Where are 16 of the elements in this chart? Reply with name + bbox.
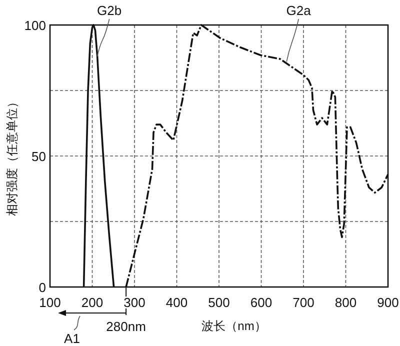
x-axis-title: 波长（nm） (202, 319, 266, 333)
x-tick-label: 500 (208, 295, 230, 310)
annotation: G2b (97, 3, 122, 18)
text: A1 (64, 331, 80, 346)
x-tick-label: 400 (166, 295, 188, 310)
annotation: 280nm (106, 319, 146, 334)
x-tick-label: 600 (250, 295, 272, 310)
x-tick-label: 900 (377, 295, 399, 310)
y-axis-title: 相对强度（任意单位） (5, 96, 19, 216)
y-tick-label: 0 (38, 280, 46, 295)
y-tick-label: 100 (24, 18, 46, 33)
x-tick-label: 800 (334, 295, 357, 310)
y-tick-label: 50 (32, 149, 46, 164)
annotation: G2a (286, 3, 312, 18)
x-tick-label: 200 (81, 295, 104, 310)
x-tick-label: 700 (292, 295, 314, 310)
